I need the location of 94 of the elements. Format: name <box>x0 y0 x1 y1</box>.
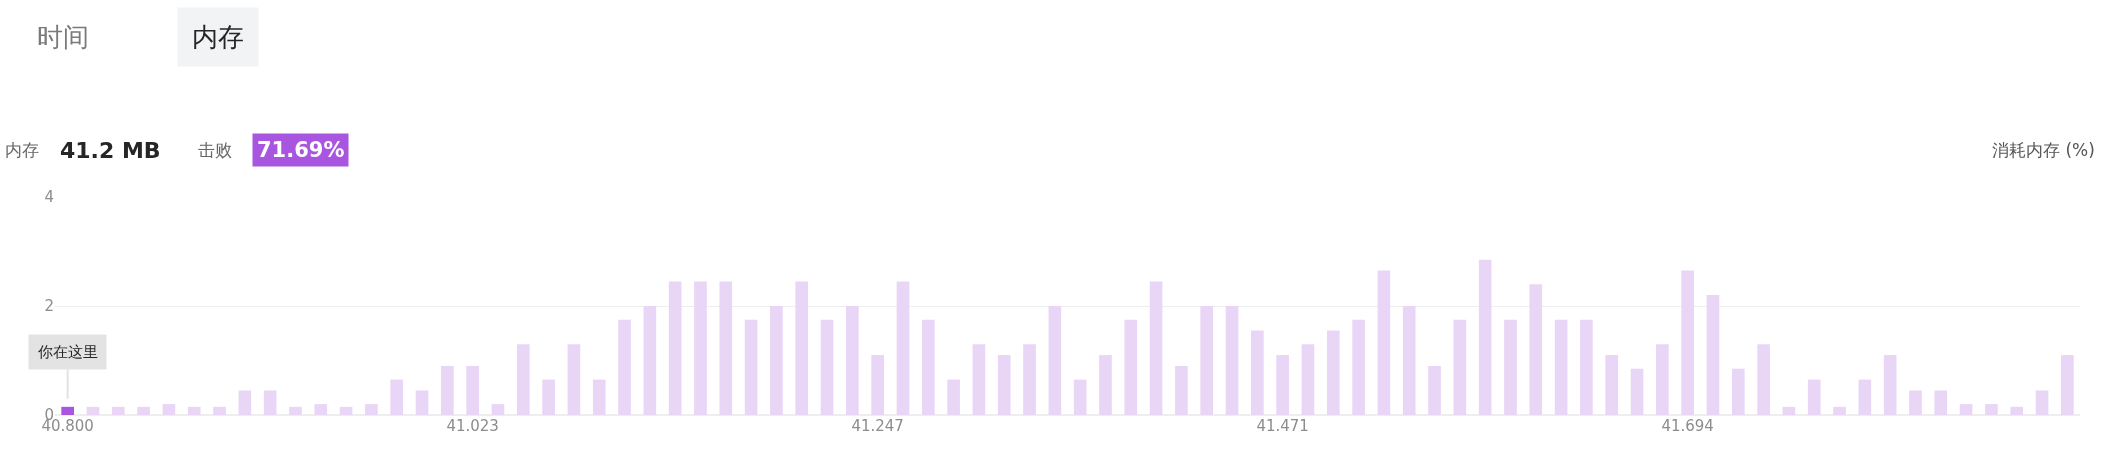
bar <box>694 281 707 415</box>
bar <box>1276 355 1289 415</box>
bar <box>86 406 100 415</box>
bar <box>1251 330 1264 415</box>
bar <box>2010 406 2024 415</box>
bar <box>187 406 201 415</box>
bar <box>820 319 834 415</box>
y-tick-label: 2 <box>44 297 54 316</box>
bar <box>643 306 657 415</box>
bar <box>744 319 758 415</box>
bar <box>1731 368 1745 415</box>
bar <box>1478 259 1492 415</box>
bar <box>1959 404 1973 415</box>
bar <box>365 404 378 415</box>
bar <box>1833 406 1846 415</box>
bar <box>1580 319 1593 415</box>
bar <box>1706 295 1720 415</box>
bar <box>491 404 505 415</box>
bar <box>466 365 479 415</box>
bar <box>441 365 454 415</box>
bar <box>1909 390 1922 415</box>
bar <box>618 319 631 415</box>
bar <box>921 319 935 415</box>
bar <box>896 281 910 415</box>
text: 71.69% <box>257 138 345 162</box>
x-tick-label: 41.023 <box>446 417 499 435</box>
bar <box>997 355 1011 415</box>
bar <box>972 344 986 415</box>
bar <box>1200 306 1214 415</box>
bar <box>289 406 302 415</box>
bar <box>1453 319 1467 415</box>
bar <box>1605 355 1619 415</box>
bar <box>263 390 277 415</box>
bar <box>1377 270 1391 415</box>
x-tick-label: 41.694 <box>1661 417 1714 435</box>
bar <box>1807 379 1821 415</box>
text: 41.2 MB <box>60 138 161 163</box>
bar <box>1529 284 1543 415</box>
bar <box>1352 319 1365 415</box>
bar <box>1023 344 1036 415</box>
bar <box>162 404 176 415</box>
bar <box>1225 306 1239 415</box>
bar <box>846 306 859 415</box>
bar <box>1883 355 1897 415</box>
bar <box>542 379 555 415</box>
bar <box>947 379 960 415</box>
bar <box>770 306 783 415</box>
bar <box>111 406 125 415</box>
bar <box>339 406 353 415</box>
bar <box>1175 365 1188 415</box>
text: 内存 <box>192 22 244 52</box>
bar <box>1504 319 1517 415</box>
bar <box>1301 344 1315 415</box>
bar <box>1124 319 1138 415</box>
bar <box>1149 281 1163 415</box>
bar <box>1428 365 1441 415</box>
bar <box>1858 379 1872 415</box>
bar <box>1073 379 1087 415</box>
bar <box>592 379 606 415</box>
bar <box>415 390 429 415</box>
x-tick-label: 41.247 <box>851 417 904 435</box>
y-axis-title: 消耗内存 (%) <box>1992 140 2095 160</box>
bar <box>1934 390 1948 415</box>
bar <box>795 281 809 415</box>
bar <box>1554 319 1568 415</box>
annotation: 你在这里 <box>37 343 98 361</box>
bar <box>1985 404 1998 415</box>
text: 击败 <box>198 140 232 160</box>
bar <box>61 406 74 415</box>
bar <box>1681 270 1694 415</box>
bar <box>314 404 328 415</box>
bar <box>668 281 682 415</box>
bar <box>1402 306 1416 415</box>
y-tick-label: 4 <box>44 188 54 207</box>
bar <box>1757 344 1770 415</box>
bar <box>213 406 226 415</box>
bar <box>719 281 733 415</box>
bar <box>516 344 530 415</box>
bar <box>871 355 884 415</box>
text: 内存 <box>5 140 39 160</box>
bar <box>137 406 150 415</box>
bar <box>1326 330 1340 415</box>
bar <box>2035 390 2049 415</box>
bar <box>1782 406 1796 415</box>
bar <box>1048 306 1062 415</box>
bar <box>1099 355 1112 415</box>
bar <box>390 379 404 415</box>
bar <box>238 390 252 415</box>
bar <box>1656 344 1669 415</box>
bar <box>567 344 581 415</box>
bar <box>2061 355 2074 415</box>
bar <box>1630 368 1644 415</box>
x-tick-label: 41.471 <box>1256 417 1309 435</box>
text: 时间 <box>37 22 89 52</box>
